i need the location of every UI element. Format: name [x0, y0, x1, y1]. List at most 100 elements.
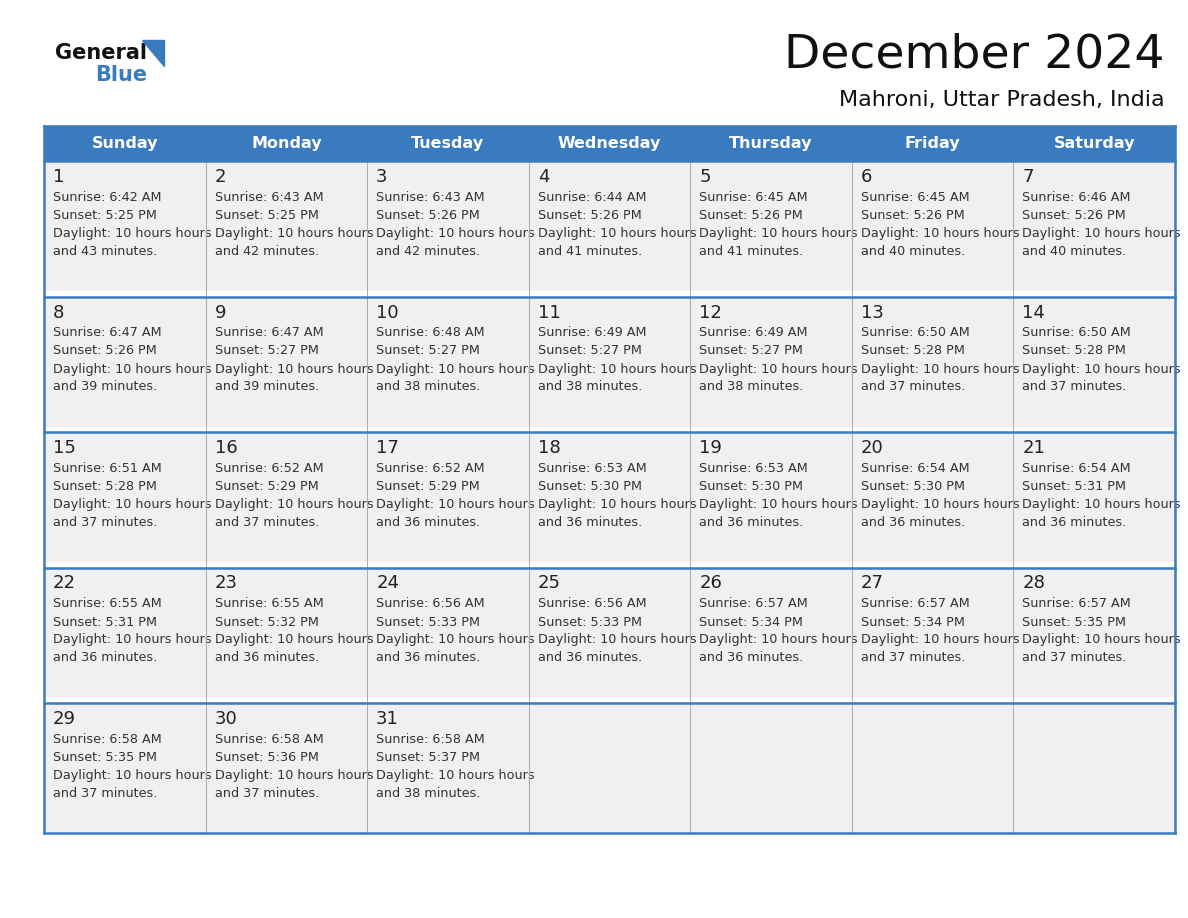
Text: Daylight: 10 hours hours: Daylight: 10 hours hours: [1023, 227, 1181, 240]
Text: Sunset: 5:27 PM: Sunset: 5:27 PM: [215, 344, 318, 357]
Bar: [1013, 703, 1175, 833]
Text: Sunrise: 6:50 AM: Sunrise: 6:50 AM: [1023, 327, 1131, 340]
Text: Blue: Blue: [95, 65, 147, 85]
Text: Sunrise: 6:43 AM: Sunrise: 6:43 AM: [377, 191, 485, 204]
Bar: [529, 432, 690, 562]
Text: 6: 6: [861, 168, 872, 186]
Text: Sunset: 5:37 PM: Sunset: 5:37 PM: [377, 751, 480, 764]
Text: 23: 23: [215, 575, 238, 592]
Text: and 37 minutes.: and 37 minutes.: [861, 380, 965, 394]
Text: Sunrise: 6:50 AM: Sunrise: 6:50 AM: [861, 327, 969, 340]
Text: Monday: Monday: [251, 136, 322, 151]
Bar: [367, 432, 529, 562]
Text: and 39 minutes.: and 39 minutes.: [53, 380, 157, 394]
Text: Daylight: 10 hours hours: Daylight: 10 hours hours: [538, 498, 696, 511]
Text: and 36 minutes.: and 36 minutes.: [538, 652, 642, 665]
Text: Sunset: 5:29 PM: Sunset: 5:29 PM: [377, 480, 480, 493]
Text: Daylight: 10 hours hours: Daylight: 10 hours hours: [538, 227, 696, 240]
Text: Daylight: 10 hours hours: Daylight: 10 hours hours: [377, 227, 535, 240]
Text: 26: 26: [700, 575, 722, 592]
Text: Mahroni, Uttar Pradesh, India: Mahroni, Uttar Pradesh, India: [840, 90, 1165, 110]
Text: Daylight: 10 hours hours: Daylight: 10 hours hours: [861, 363, 1019, 375]
Text: 30: 30: [215, 710, 238, 728]
Text: and 37 minutes.: and 37 minutes.: [1023, 380, 1126, 394]
Text: Sunset: 5:33 PM: Sunset: 5:33 PM: [377, 615, 480, 629]
Text: Thursday: Thursday: [729, 136, 813, 151]
Text: and 42 minutes.: and 42 minutes.: [215, 245, 318, 258]
Text: Sunrise: 6:57 AM: Sunrise: 6:57 AM: [700, 598, 808, 610]
Text: Friday: Friday: [905, 136, 960, 151]
Text: and 36 minutes.: and 36 minutes.: [700, 652, 803, 665]
Text: 27: 27: [861, 575, 884, 592]
Text: Daylight: 10 hours hours: Daylight: 10 hours hours: [377, 769, 535, 782]
Text: 5: 5: [700, 168, 710, 186]
Text: Sunset: 5:35 PM: Sunset: 5:35 PM: [53, 751, 157, 764]
Bar: [44, 297, 206, 427]
Text: Daylight: 10 hours hours: Daylight: 10 hours hours: [215, 363, 373, 375]
Text: Saturday: Saturday: [1054, 136, 1135, 151]
Text: Daylight: 10 hours hours: Daylight: 10 hours hours: [215, 769, 373, 782]
Text: Sunrise: 6:53 AM: Sunrise: 6:53 AM: [538, 462, 646, 475]
Text: Daylight: 10 hours hours: Daylight: 10 hours hours: [215, 633, 373, 646]
Bar: [44, 703, 206, 833]
Text: Sunrise: 6:54 AM: Sunrise: 6:54 AM: [1023, 462, 1131, 475]
Text: Daylight: 10 hours hours: Daylight: 10 hours hours: [538, 363, 696, 375]
Text: Sunset: 5:25 PM: Sunset: 5:25 PM: [53, 209, 157, 222]
Bar: [44, 432, 206, 562]
Text: Sunrise: 6:49 AM: Sunrise: 6:49 AM: [700, 327, 808, 340]
Text: Sunrise: 6:56 AM: Sunrise: 6:56 AM: [538, 598, 646, 610]
Text: 22: 22: [53, 575, 76, 592]
Text: Sunset: 5:25 PM: Sunset: 5:25 PM: [215, 209, 318, 222]
Text: Sunset: 5:27 PM: Sunset: 5:27 PM: [538, 344, 642, 357]
Bar: [44, 126, 1175, 161]
Text: 2: 2: [215, 168, 226, 186]
Text: Sunday: Sunday: [91, 136, 158, 151]
Bar: [690, 297, 852, 427]
Text: General: General: [55, 43, 147, 63]
Bar: [206, 432, 367, 562]
Text: 3: 3: [377, 168, 387, 186]
Text: and 36 minutes.: and 36 minutes.: [377, 516, 480, 529]
Text: Sunset: 5:33 PM: Sunset: 5:33 PM: [538, 615, 642, 629]
Text: Sunrise: 6:44 AM: Sunrise: 6:44 AM: [538, 191, 646, 204]
Text: Sunset: 5:30 PM: Sunset: 5:30 PM: [538, 480, 642, 493]
Text: Daylight: 10 hours hours: Daylight: 10 hours hours: [53, 498, 211, 511]
Text: and 38 minutes.: and 38 minutes.: [700, 380, 803, 394]
Text: and 37 minutes.: and 37 minutes.: [861, 652, 965, 665]
Text: and 38 minutes.: and 38 minutes.: [377, 787, 480, 800]
Text: 17: 17: [377, 439, 399, 457]
Text: Wednesday: Wednesday: [558, 136, 662, 151]
Text: 31: 31: [377, 710, 399, 728]
Bar: [44, 161, 206, 291]
Text: and 38 minutes.: and 38 minutes.: [538, 380, 642, 394]
Text: Daylight: 10 hours hours: Daylight: 10 hours hours: [700, 633, 858, 646]
Text: 11: 11: [538, 304, 561, 321]
Text: and 36 minutes.: and 36 minutes.: [53, 652, 157, 665]
Text: 24: 24: [377, 575, 399, 592]
Text: 7: 7: [1023, 168, 1034, 186]
Text: Daylight: 10 hours hours: Daylight: 10 hours hours: [215, 498, 373, 511]
Text: Sunset: 5:26 PM: Sunset: 5:26 PM: [861, 209, 965, 222]
Text: Sunset: 5:28 PM: Sunset: 5:28 PM: [861, 344, 965, 357]
Bar: [367, 297, 529, 427]
Bar: [1013, 161, 1175, 291]
Text: Sunset: 5:28 PM: Sunset: 5:28 PM: [53, 480, 157, 493]
Bar: [852, 297, 1013, 427]
Bar: [852, 567, 1013, 698]
Text: Daylight: 10 hours hours: Daylight: 10 hours hours: [1023, 498, 1181, 511]
Text: 4: 4: [538, 168, 549, 186]
Text: Daylight: 10 hours hours: Daylight: 10 hours hours: [700, 363, 858, 375]
Text: 9: 9: [215, 304, 226, 321]
Text: 15: 15: [53, 439, 76, 457]
Text: and 36 minutes.: and 36 minutes.: [215, 652, 318, 665]
Bar: [367, 161, 529, 291]
Text: and 41 minutes.: and 41 minutes.: [700, 245, 803, 258]
Bar: [529, 297, 690, 427]
Text: Sunrise: 6:57 AM: Sunrise: 6:57 AM: [1023, 598, 1131, 610]
Text: Daylight: 10 hours hours: Daylight: 10 hours hours: [1023, 633, 1181, 646]
Text: Sunset: 5:27 PM: Sunset: 5:27 PM: [700, 344, 803, 357]
Text: 20: 20: [861, 439, 884, 457]
Text: Sunrise: 6:46 AM: Sunrise: 6:46 AM: [1023, 191, 1131, 204]
Bar: [1013, 567, 1175, 698]
Text: 21: 21: [1023, 439, 1045, 457]
